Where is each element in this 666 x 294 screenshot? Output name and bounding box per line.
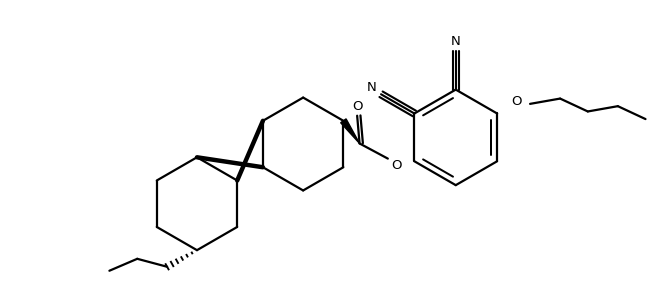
Text: O: O [511, 95, 522, 108]
Text: O: O [352, 100, 363, 113]
Text: O: O [391, 159, 402, 172]
Text: N: N [367, 81, 377, 94]
Text: N: N [451, 35, 461, 48]
Polygon shape [341, 119, 360, 143]
